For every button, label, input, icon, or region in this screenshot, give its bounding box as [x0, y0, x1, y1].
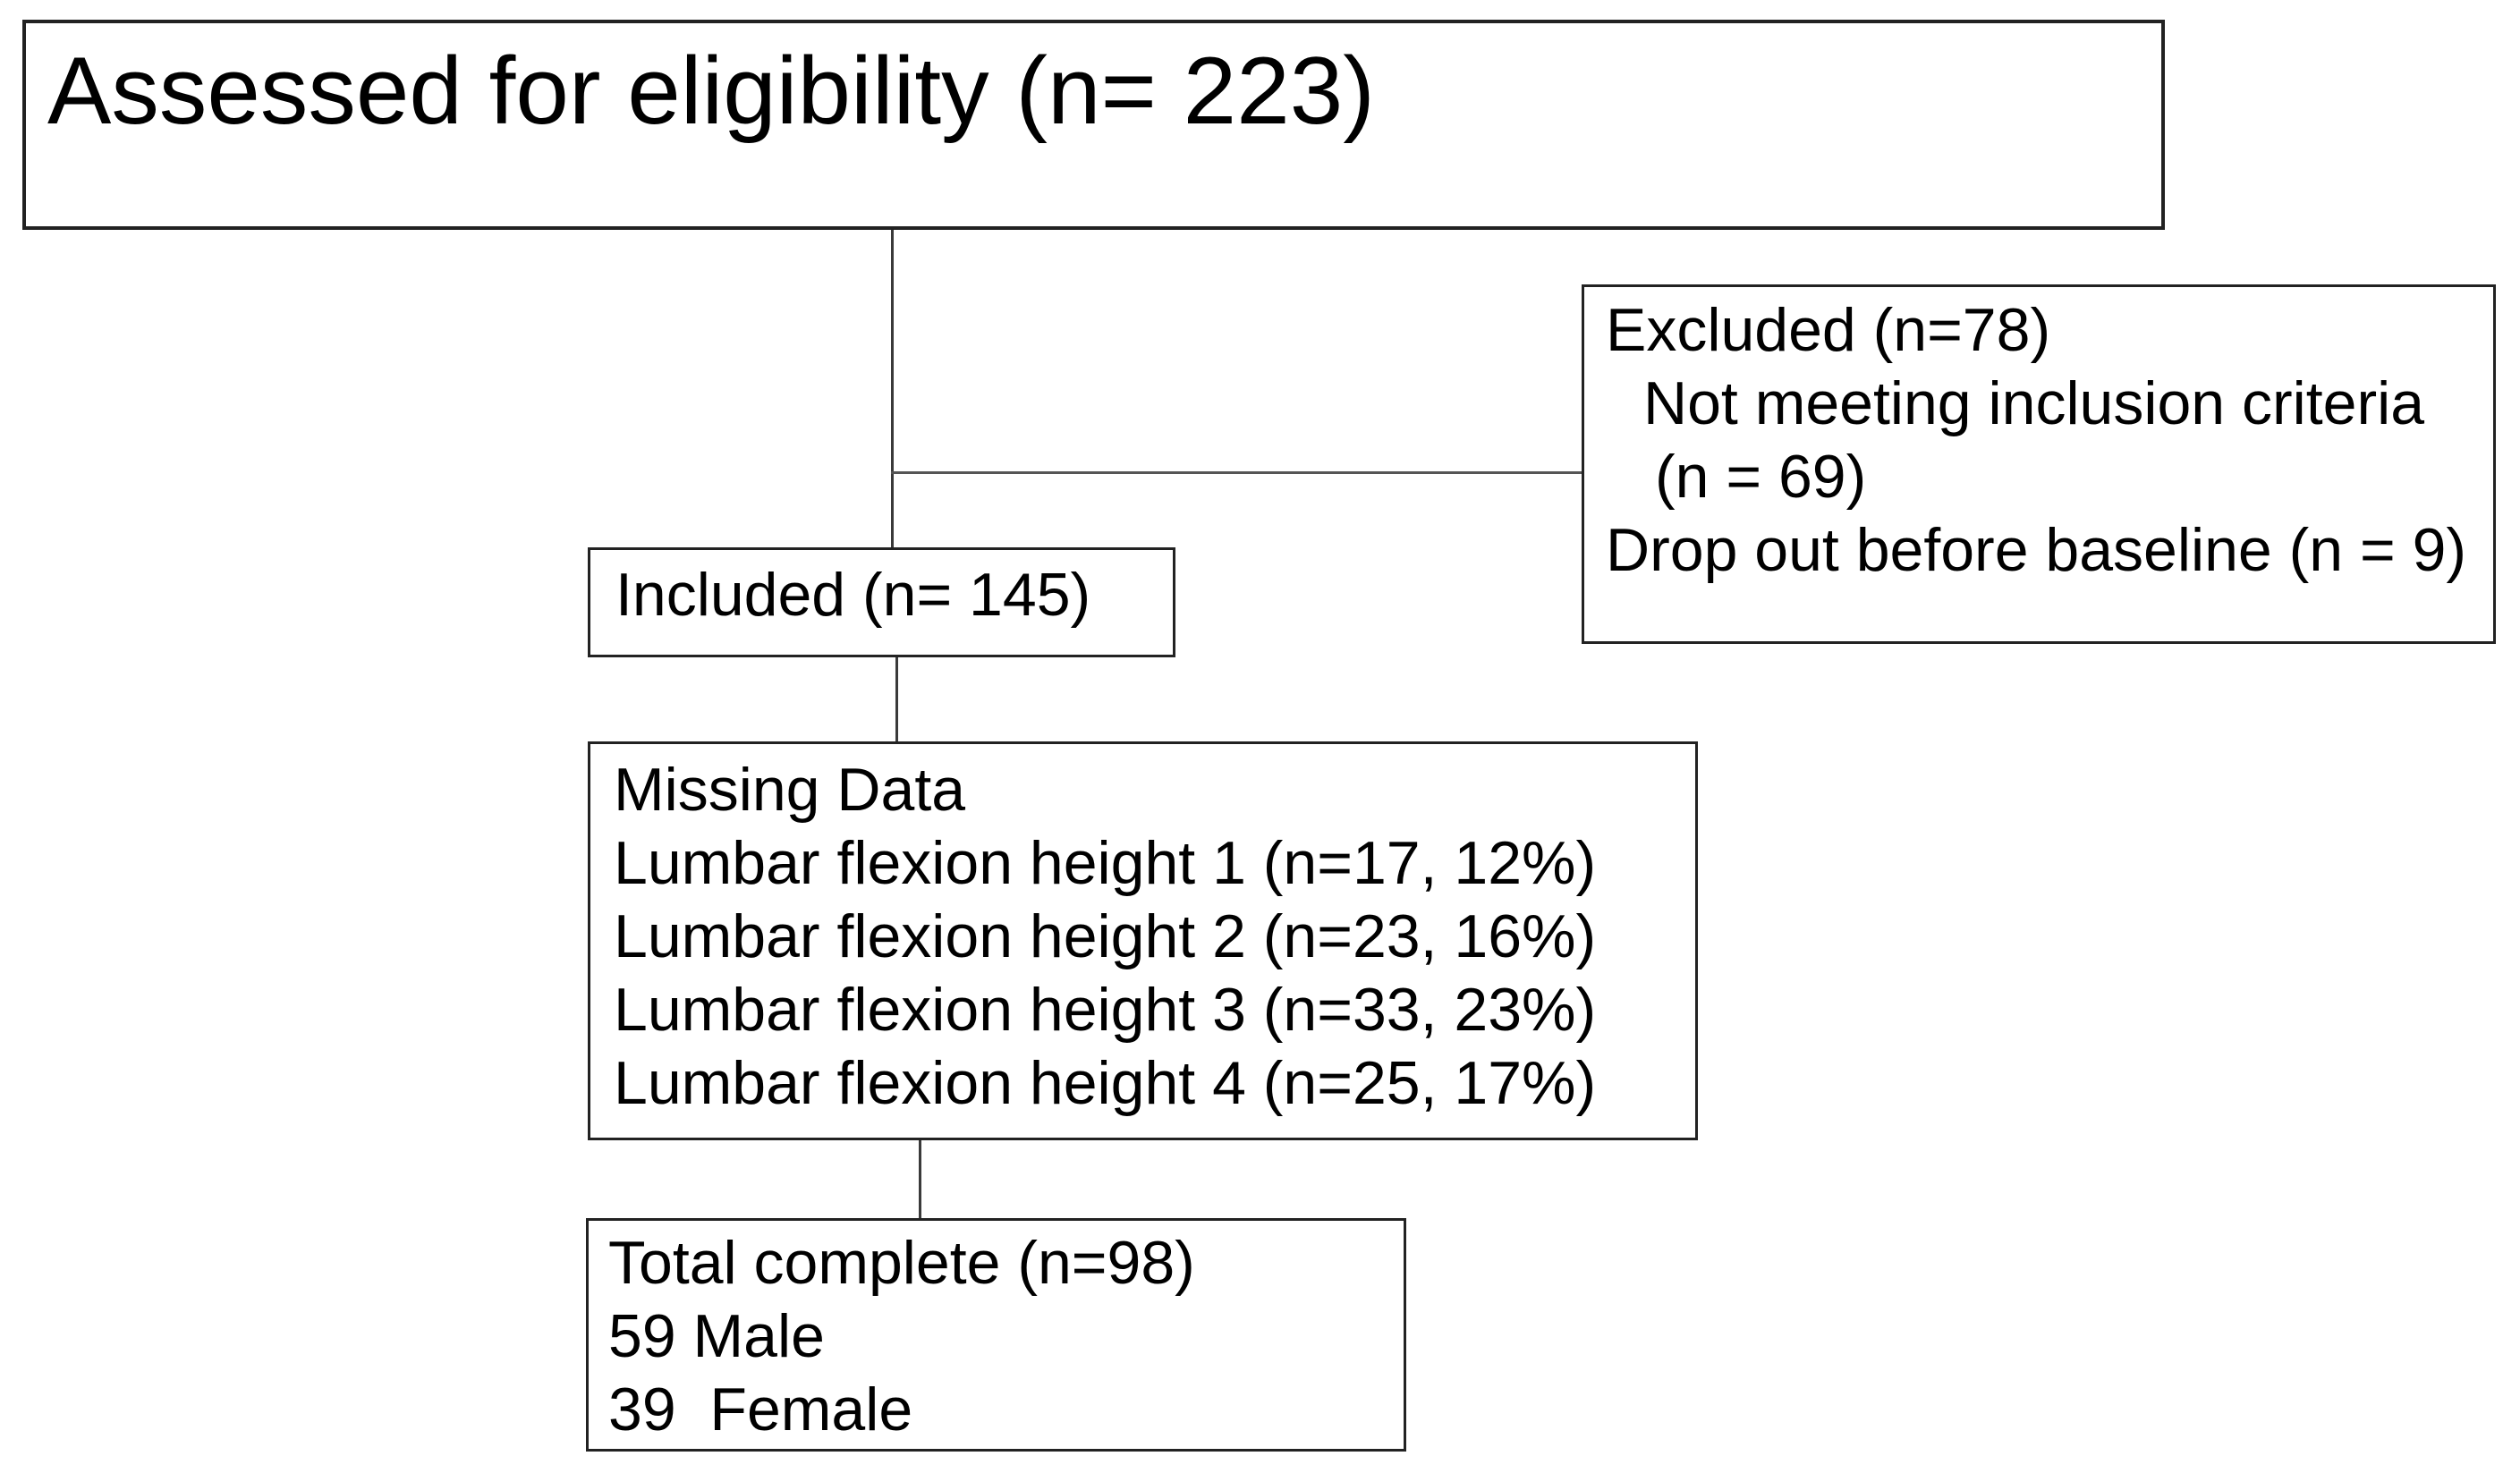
connector-branch-to-excluded — [891, 471, 1582, 474]
missing-data-box: Missing Data Lumbar flexion height 1 (n=… — [588, 741, 1698, 1140]
excluded-reason-inclusion-criteria-count: (n = 69) — [1655, 443, 1867, 511]
total-male-count: 59 Male — [608, 1302, 825, 1370]
excluded-title: Excluded (n=78) — [1606, 296, 2051, 364]
included-label: Included (n= 145) — [615, 561, 1091, 629]
assessed-eligibility-label: Assessed for eligibility (n= 223) — [47, 37, 1375, 144]
connector-included-to-missing — [895, 657, 898, 744]
missing-lumbar-flexion-height-4: Lumbar flexion height 4 (n=25, 17%) — [614, 1049, 1597, 1117]
missing-lumbar-flexion-height-2: Lumbar flexion height 2 (n=23, 16%) — [614, 902, 1597, 970]
missing-lumbar-flexion-height-3: Lumbar flexion height 3 (n=33, 23%) — [614, 976, 1597, 1044]
assessed-eligibility-box: Assessed for eligibility (n= 223) — [22, 20, 2165, 230]
total-complete-box: Total complete (n=98) 59 Male 39 Female — [586, 1218, 1406, 1452]
excluded-reason-dropout: Drop out before baseline (n = 9) — [1606, 516, 2467, 584]
excluded-reason-inclusion-criteria: Not meeting inclusion criteria — [1643, 369, 2425, 437]
missing-lumbar-flexion-height-1: Lumbar flexion height 1 (n=17, 12%) — [614, 829, 1597, 897]
connector-assessed-to-included — [891, 230, 894, 550]
missing-data-title: Missing Data — [614, 756, 966, 824]
connector-missing-to-total — [919, 1140, 921, 1221]
included-box: Included (n= 145) — [588, 547, 1175, 657]
total-female-count: 39 Female — [608, 1376, 913, 1443]
total-complete-label: Total complete (n=98) — [608, 1229, 1195, 1297]
excluded-box: Excluded (n=78) Not meeting inclusion cr… — [1582, 284, 2496, 644]
